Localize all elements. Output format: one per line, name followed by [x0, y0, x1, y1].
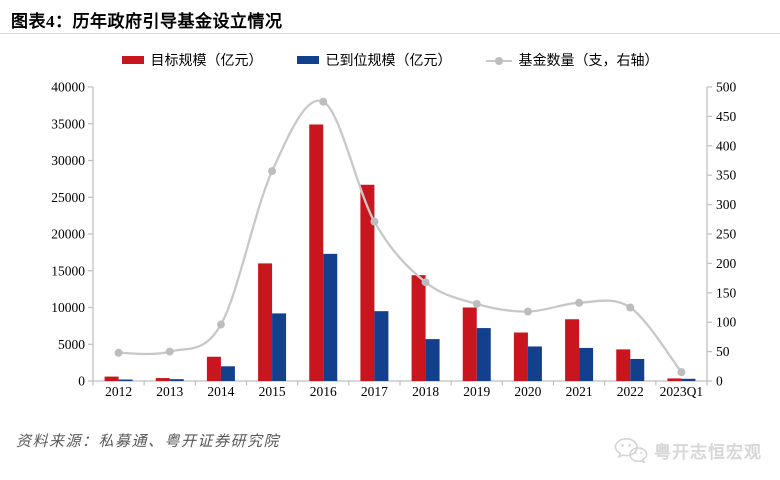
line-marker-2017: [370, 217, 379, 226]
x-tick-label-2021: 2021: [566, 384, 593, 399]
bar-line-chart: 0500010000150002000025000300003500040000…: [51, 80, 737, 400]
line-marker-2015: [268, 167, 277, 176]
y-left-tick-label: 35000: [51, 116, 85, 131]
y-left-tick-label: 20000: [51, 227, 85, 242]
y-right-tick-label: 500: [716, 80, 737, 95]
line-marker-2023Q1: [677, 368, 686, 377]
chart-legend: 目标规模（亿元） 已到位规模（亿元） 基金数量（支，右轴）: [0, 50, 780, 70]
bar-paid-2021: [579, 347, 594, 381]
y-right-tick-label: 400: [716, 138, 737, 153]
y-left-tick-label: 10000: [51, 300, 85, 315]
line-marker-2022: [626, 303, 635, 312]
bar-target-2014: [206, 356, 221, 381]
wechat-icon: [614, 437, 648, 464]
source-note: 资料来源：私募通、粤开证券研究院: [16, 434, 281, 450]
bar-target-2016: [309, 124, 324, 382]
legend-swatch-blue-bar: [296, 56, 319, 64]
line-marker-2019: [472, 299, 481, 308]
x-tick-label-2018: 2018: [412, 384, 439, 399]
y-right-tick-label: 250: [716, 227, 737, 242]
bar-target-2019: [462, 307, 477, 381]
chart-area: 0 5000 10000 15000 20000 25000 30000 35000 40000…: [0, 78, 780, 420]
x-tick-label-2012: 2012: [105, 384, 132, 399]
y-right-tick-label: 200: [716, 256, 737, 271]
legend-label: 目标规模（亿元）: [150, 54, 263, 69]
bar-target-2022: [616, 349, 631, 381]
bar-target-2015: [258, 263, 273, 381]
page-title: 图表4：历年政府引导基金设立情况: [11, 12, 283, 31]
x-tick-label-2015: 2015: [259, 384, 286, 399]
y-left-tick-label: 30000: [51, 153, 85, 168]
legend-item-paid: 已到位规模（亿元）: [296, 50, 452, 70]
x-tick-label-2016: 2016: [310, 384, 337, 399]
x-tick-label-2014: 2014: [207, 384, 234, 399]
legend-swatch-line-marker: [485, 56, 512, 65]
line-marker-2020: [523, 307, 532, 316]
y-left-tick-label: 15000: [51, 263, 85, 278]
y-right-tick-label: 450: [716, 109, 737, 124]
bar-paid-2019: [476, 328, 491, 381]
bar-paid-2016: [323, 253, 338, 381]
line-marker-2016: [319, 97, 328, 106]
bar-target-2021: [565, 319, 580, 381]
legend-dot: [494, 56, 503, 65]
y-left-tick-label: 25000: [51, 190, 85, 205]
line-marker-2021: [575, 298, 584, 307]
bar-paid-2017: [374, 311, 389, 381]
bar-target-2018: [411, 275, 426, 381]
bar-paid-2014: [220, 366, 235, 381]
watermark: 粤开志恒宏观: [614, 436, 762, 465]
bar-paid-2012: [118, 379, 133, 381]
watermark-text: 粤开志恒宏观: [654, 443, 762, 462]
chart-header: 图表4：历年政府引导基金设立情况: [0, 0, 780, 34]
line-marker-2012: [114, 348, 123, 357]
bar-target-2020: [513, 332, 528, 381]
y-right-tick-label: 100: [716, 315, 737, 330]
y-right-tick-label: 300: [716, 197, 737, 212]
x-tick-label-2017: 2017: [361, 384, 388, 399]
y-left-tick-label: 0: [78, 374, 85, 389]
y-right-tick-label: 50: [716, 344, 730, 359]
bar-target-2013: [155, 378, 170, 381]
legend-label: 已到位规模（亿元）: [325, 54, 452, 69]
y-right-tick-label: 150: [716, 285, 737, 300]
bar-paid-2013: [169, 379, 184, 381]
bar-paid-2023Q1: [681, 378, 696, 381]
y-right-tick-label: 0: [716, 374, 723, 389]
bar-paid-2018: [425, 339, 440, 381]
bar-paid-2015: [272, 313, 287, 381]
x-tick-label-2013: 2013: [156, 384, 183, 399]
bar-paid-2020: [527, 346, 542, 381]
bar-target-2017: [360, 184, 375, 381]
line-marker-2014: [216, 320, 225, 329]
bar-target-2012: [104, 376, 119, 381]
x-tick-label-2023Q1: 2023Q1: [660, 384, 704, 399]
x-tick-label-2019: 2019: [463, 384, 490, 399]
legend-label: 基金数量（支，右轴）: [518, 54, 659, 69]
line-marker-2018: [421, 278, 430, 287]
legend-item-target: 目标规模（亿元）: [121, 50, 263, 70]
y-left-tick-label: 5000: [58, 337, 85, 352]
legend-item-count: 基金数量（支，右轴）: [485, 50, 659, 70]
x-tick-label-2020: 2020: [514, 384, 541, 399]
bar-paid-2022: [630, 358, 645, 381]
bar-target-2023Q1: [667, 378, 682, 381]
line-marker-2013: [165, 347, 174, 356]
x-tick-label-2022: 2022: [617, 384, 644, 399]
fund-count-line: [118, 99, 683, 373]
legend-swatch-red-bar: [121, 56, 144, 64]
y-left-tick-label: 40000: [51, 80, 85, 95]
y-right-tick-label: 350: [716, 168, 737, 183]
